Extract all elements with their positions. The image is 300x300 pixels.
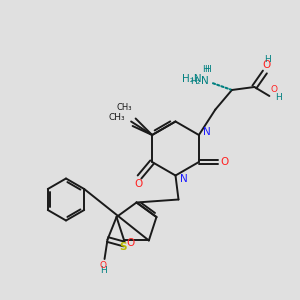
Text: H: H [202, 65, 209, 74]
Text: H: H [264, 55, 271, 64]
Text: O: O [262, 60, 271, 70]
Text: N: N [201, 76, 208, 86]
Text: H₂: H₂ [190, 76, 200, 85]
Text: S: S [119, 242, 126, 252]
Text: O: O [271, 85, 278, 94]
Text: O: O [100, 260, 106, 269]
Text: H: H [275, 93, 281, 102]
Text: H: H [100, 266, 106, 274]
Text: O: O [134, 178, 142, 189]
Text: CH₃: CH₃ [109, 112, 125, 122]
Text: O: O [221, 157, 229, 167]
Text: N: N [203, 127, 211, 137]
Text: H: H [204, 64, 211, 74]
Text: CH₃: CH₃ [116, 103, 132, 112]
Text: H₂N: H₂N [182, 74, 202, 84]
Text: N: N [180, 173, 188, 184]
Text: O: O [126, 238, 134, 248]
